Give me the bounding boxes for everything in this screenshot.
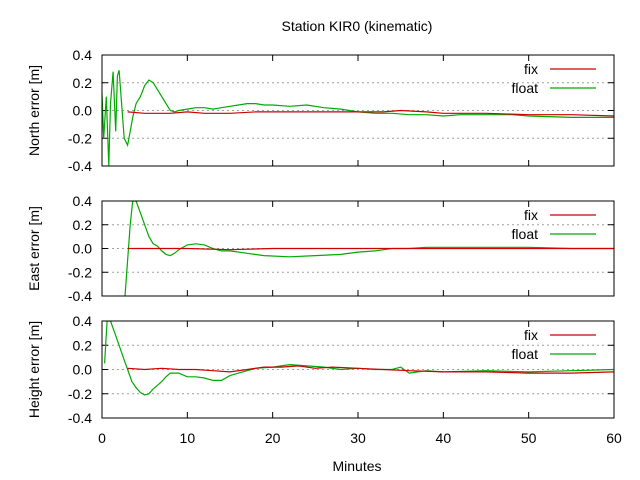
panel-2: -0.4 -0.2 0.0 0.2 0.4 East error [m] fix float <box>26 193 615 304</box>
y-tick-label: -0.4 <box>68 410 92 426</box>
x-tick-label: 60 <box>606 430 622 446</box>
x-axis-label: Minutes <box>332 458 381 474</box>
y-tick-label: 0.4 <box>73 313 93 329</box>
legend-label-fix: fix <box>524 61 538 77</box>
x-tick-label: 0 <box>98 430 106 446</box>
y-tick-label: -0.2 <box>68 130 92 146</box>
series-line-float <box>124 201 614 296</box>
x-tick-label: 10 <box>180 430 196 446</box>
chart-title: Station KIR0 (kinematic) <box>282 18 433 34</box>
y-tick-label: -0.4 <box>68 158 92 174</box>
y-tick-label: -0.2 <box>68 264 92 280</box>
y-axis-label: East error [m] <box>26 206 42 291</box>
x-tick-label: 30 <box>350 430 366 446</box>
series-line-float <box>102 70 614 166</box>
x-tick-label: 50 <box>521 430 537 446</box>
y-axis-label: North error [m] <box>26 65 42 156</box>
series-line-fix <box>127 365 614 374</box>
legend-label-float: float <box>512 346 539 362</box>
x-tick-label: 40 <box>436 430 452 446</box>
legend-label-float: float <box>512 80 539 96</box>
y-tick-label: 0.0 <box>73 103 93 119</box>
y-tick-label: -0.2 <box>68 386 92 402</box>
series-line-fix <box>127 109 614 117</box>
y-axis-label: Height error [m] <box>26 321 42 418</box>
series-line-float <box>104 321 614 396</box>
x-tick-label: 20 <box>265 430 281 446</box>
y-tick-label: 0.2 <box>73 337 93 353</box>
panels-layer: -0.4 -0.2 0.0 0.2 0.4 North error [m] fix float… <box>26 47 622 446</box>
legend-label-fix: fix <box>524 327 538 343</box>
panel-3: -0.4 -0.2 0.0 0.2 0.4 0 10 20 30 40 50 60 Height err… <box>26 313 622 446</box>
legend-label-fix: fix <box>524 207 538 223</box>
plot-frame <box>101 320 615 419</box>
y-tick-label: 0.4 <box>73 47 93 63</box>
plot-frame <box>101 54 615 167</box>
legend-label-float: float <box>512 226 539 242</box>
plot-frame <box>101 200 615 297</box>
y-tick-label: 0.4 <box>73 193 93 209</box>
y-tick-label: -0.4 <box>68 288 92 304</box>
y-tick-label: 0.2 <box>73 217 93 233</box>
series-line-fix <box>127 247 614 251</box>
y-tick-label: 0.2 <box>73 75 93 91</box>
y-tick-label: 0.0 <box>73 241 93 257</box>
y-tick-label: 0.0 <box>73 362 93 378</box>
panel-1: -0.4 -0.2 0.0 0.2 0.4 North error [m] fix float <box>26 47 615 174</box>
